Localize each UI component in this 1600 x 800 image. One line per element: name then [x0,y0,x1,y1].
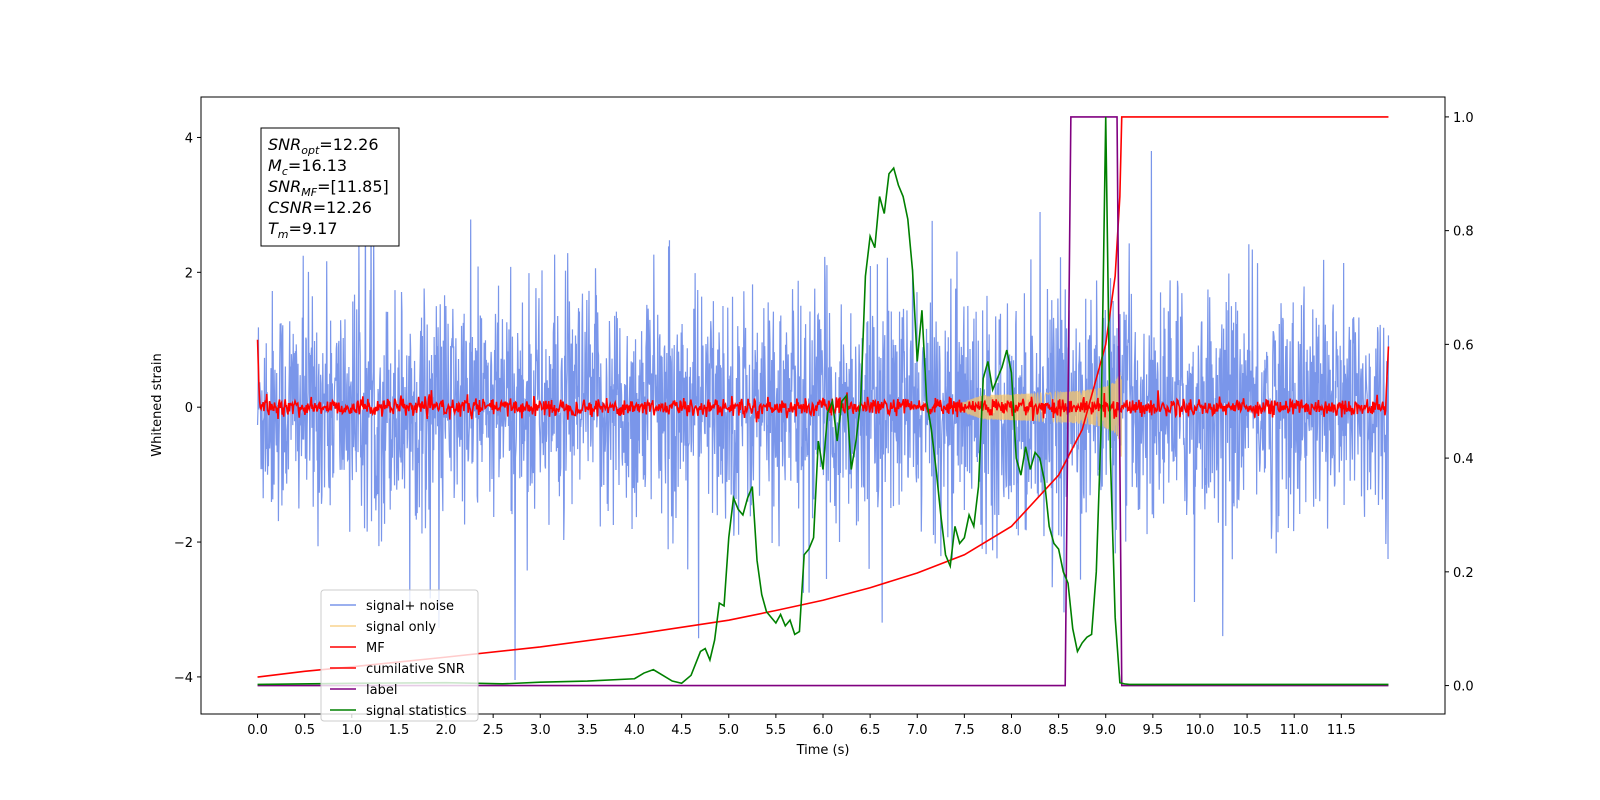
x-tick-label: 8.5 [1048,723,1069,738]
y-tick-label: 0 [185,401,193,416]
x-tick-label: 11.5 [1327,723,1356,738]
annotation-line: SNRMF=[11.85] [268,177,389,199]
annotation-line: Mc=16.13 [268,156,347,178]
x-tick-label: 5.0 [718,723,739,738]
x-tick-label: 10.0 [1185,723,1214,738]
annotation-line: Tm=9.17 [268,219,338,241]
x-tick-label: 9.0 [1095,723,1116,738]
annotation-box: SNRopt=12.26Mc=16.13SNRMF=[11.85]CSNR=12… [260,127,400,247]
y-tick-label: −2 [174,536,193,551]
x-tick-label: 11.0 [1280,723,1309,738]
x-axis-label: Time (s) [796,743,850,758]
y-tick-label: 4 [185,131,193,146]
y-tick-label: 2 [185,266,193,281]
y-axis-label: Whitened strain [150,353,165,456]
y2-tick-label: 0.6 [1453,338,1474,353]
x-tick-label: 2.0 [436,723,457,738]
legend-frame [320,589,479,722]
x-tick-label: 7.0 [907,723,928,738]
y-axis-left: −4 −2 0 2 4 [174,131,201,686]
x-tick-label: 6.5 [860,723,881,738]
annotation-line: SNRopt=12.26 [268,135,379,157]
y-tick-label: −4 [174,671,193,686]
series-signal-statistics [257,116,1389,686]
legend-label: signal+ noise [366,599,454,614]
legend-label: signal statistics [366,704,467,719]
series-signal-noise [256,150,1390,681]
legend-label: label [366,683,397,698]
annotation-line: CSNR=12.26 [268,198,372,217]
x-tick-label: 0.5 [294,723,315,738]
series-mf [256,339,1390,423]
y2-tick-label: 0.0 [1453,680,1474,695]
x-tick-label: 9.5 [1143,723,1164,738]
x-tick-label: 4.0 [624,723,645,738]
x-tick-label: 0.0 [247,723,268,738]
x-tick-label: 4.5 [671,723,692,738]
x-axis: 0.0 0.5 1.0 1.5 2.0 2.5 3.0 3.5 4.0 4.5 5.0 5.5 6.0 6… [247,714,1356,738]
x-tick-label: 6.0 [813,723,834,738]
x-tick-label: 5.5 [766,723,787,738]
y-axis-right: 0.0 0.2 0.4 0.6 0.8 1.0 [1445,111,1474,695]
y2-tick-label: 0.8 [1453,225,1474,240]
y2-tick-label: 1.0 [1453,111,1474,126]
x-tick-label: 2.5 [483,723,504,738]
y2-tick-label: 0.4 [1453,452,1474,467]
series-label [257,116,1389,687]
x-tick-label: 1.0 [341,723,362,738]
legend-label: cumilative SNR [366,662,465,677]
x-tick-label: 10.5 [1233,723,1262,738]
legend-label: MF [366,641,385,656]
annotation-frame [260,127,400,247]
x-tick-label: 1.5 [389,723,410,738]
x-tick-label: 7.5 [954,723,975,738]
y2-tick-label: 0.2 [1453,566,1474,581]
x-tick-label: 3.0 [530,723,551,738]
x-tick-label: 3.5 [577,723,598,738]
legend-label: signal only [366,620,436,635]
legend: signal+ noise signal only MF cumilative SNR… [320,589,479,722]
x-tick-label: 8.0 [1001,723,1022,738]
